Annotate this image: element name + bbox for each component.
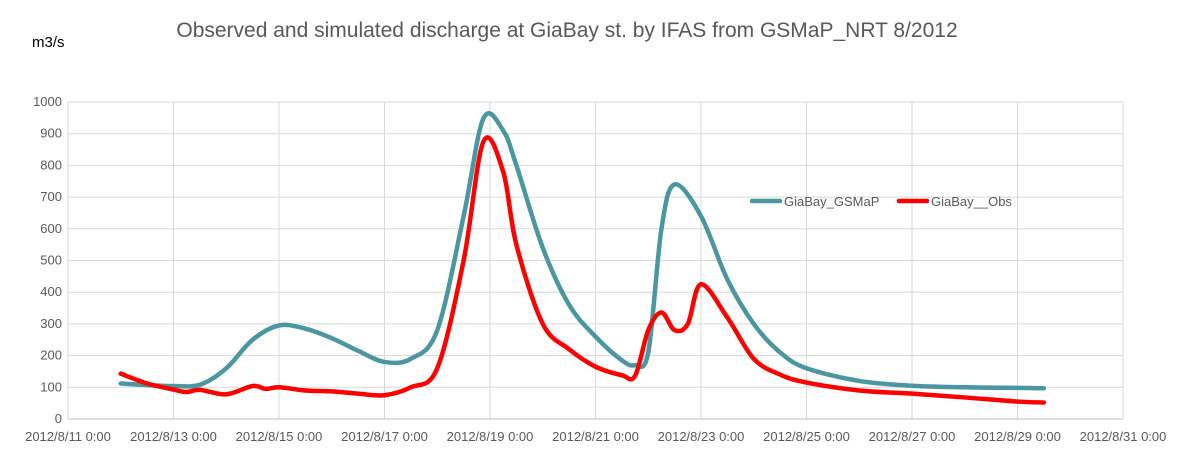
y-tick-label: 100: [40, 379, 62, 394]
x-tick-label: 2012/8/11 0:00: [25, 429, 111, 444]
series-line-gsmap: [118, 110, 1047, 391]
y-tick-label: 300: [40, 316, 62, 331]
y-tick-label: 600: [40, 221, 62, 236]
x-tick-label: 2012/8/25 0:00: [763, 429, 850, 444]
y-tick-label: 400: [40, 284, 62, 299]
y-tick-label: 0: [55, 411, 62, 426]
y-tick-label: 1000: [33, 94, 62, 109]
series-lines: [118, 110, 1047, 405]
legend-label-obs: GiaBay__Obs: [931, 194, 1012, 209]
gridlines: [67, 101, 1124, 419]
x-tick-label: 2012/8/29 0:00: [974, 429, 1061, 444]
x-tick-label: 2012/8/13 0:00: [130, 429, 217, 444]
x-tick-label: 2012/8/31 0:00: [1080, 429, 1167, 444]
y-tick-label: 200: [40, 348, 62, 363]
chart-title: Observed and simulated discharge at GiaB…: [176, 19, 957, 42]
y-tick-label: 800: [40, 157, 62, 172]
y-tick-labels: 0 100 200 300 400 500 600 700 800 900 1000: [33, 94, 62, 426]
legend: GiaBay_GSMaP GiaBay__Obs: [749, 194, 1012, 209]
y-tick-label: 700: [40, 189, 62, 204]
series-line-obs: [118, 135, 1047, 405]
x-tick-label: 2012/8/23 0:00: [658, 429, 745, 444]
y-tick-label: 900: [40, 126, 62, 141]
x-tick-labels: 2012/8/11 0:00 2012/8/13 0:00 2012/8/15 0:…: [25, 429, 1166, 444]
x-tick-label: 2012/8/27 0:00: [869, 429, 956, 444]
x-tick-label: 2012/8/17 0:00: [341, 429, 428, 444]
x-tick-label: 2012/8/19 0:00: [447, 429, 534, 444]
y-tick-label: 500: [40, 253, 62, 268]
x-tick-label: 2012/8/15 0:00: [236, 429, 323, 444]
y-axis-unit-label: m3/s: [32, 34, 65, 51]
x-tick-label: 2012/8/21 0:00: [552, 429, 639, 444]
legend-label-gsmap: GiaBay_GSMaP: [784, 194, 879, 209]
